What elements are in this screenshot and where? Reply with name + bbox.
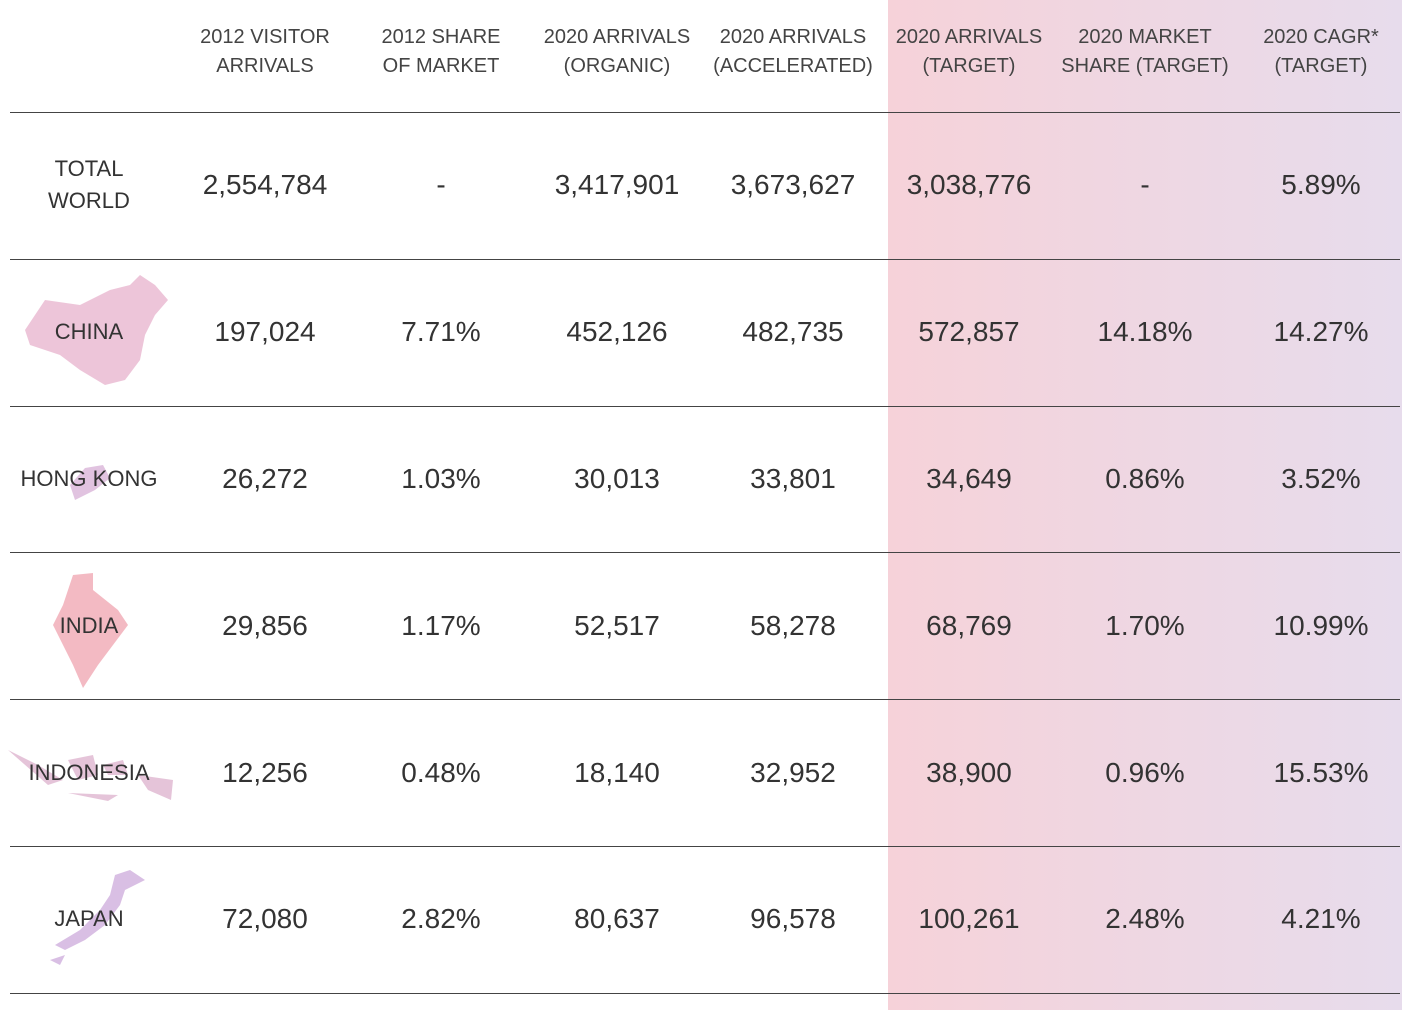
table-cell: 0.96%: [1105, 756, 1185, 788]
table-cell: -: [1140, 169, 1150, 201]
table-cell: 1.70%: [1105, 609, 1185, 641]
table-cell: 452,126: [566, 316, 668, 348]
header-line: 2020 CAGR*: [1263, 26, 1379, 48]
rule: [10, 846, 1400, 847]
header-line: (TARGET): [922, 55, 1016, 77]
label-line: WORLD: [48, 188, 130, 214]
header-line: (ORGANIC): [563, 55, 671, 77]
table-cell: 12,256: [222, 756, 308, 788]
table-cell: 482,735: [742, 316, 844, 348]
row-label: INDONESIA: [1, 757, 177, 789]
table-cell: 3,417,901: [554, 169, 680, 201]
header-line: 2020 ARRIVALS: [895, 26, 1043, 48]
header-line: ARRIVALS: [216, 55, 314, 77]
table-cell: 30,013: [574, 463, 660, 494]
table-cell: -: [436, 169, 446, 201]
table-cell: 38,900: [926, 756, 1012, 788]
header-line: 2020 MARKET: [1078, 26, 1212, 48]
table-cell: 18,140: [574, 756, 660, 788]
table-cell: 0.86%: [1105, 463, 1185, 494]
label-line: INDONESIA: [28, 759, 150, 785]
row-label: INDIA: [1, 610, 177, 642]
table-cell: 0.48%: [401, 756, 481, 788]
table-cell: 58,278: [750, 609, 836, 641]
header-line: SHARE (TARGET): [1061, 55, 1229, 77]
header-line: 2012 SHARE: [381, 26, 501, 48]
label-line: INDIA: [59, 612, 119, 638]
table-cell: 15.53%: [1273, 756, 1369, 788]
column-header: 2020 ARRIVALS (ORGANIC): [529, 23, 705, 81]
table-cell: 7.71%: [401, 316, 481, 348]
rule: [10, 112, 1400, 113]
table-cell: 34,649: [926, 463, 1012, 494]
table-cell: 2.82%: [401, 903, 481, 935]
table-cell: 5.89%: [1281, 169, 1361, 201]
column-header: 2020 MARKET SHARE (TARGET): [1057, 23, 1233, 81]
table-cell: 14.18%: [1097, 316, 1193, 348]
table-cell: 29,856: [222, 609, 308, 641]
label-line: CHINA: [54, 319, 124, 345]
table-cell: 96,578: [750, 903, 836, 935]
table-cell: 72,080: [222, 903, 308, 935]
table-cell: 3,038,776: [906, 169, 1032, 201]
column-header: 2020 ARRIVALS (TARGET): [881, 23, 1057, 81]
header-line: 2020 ARRIVALS: [543, 26, 691, 48]
header-line: (TARGET): [1274, 55, 1368, 77]
japan-map: [50, 870, 145, 965]
column-header: 2020 CAGR* (TARGET): [1233, 23, 1402, 81]
rule: [10, 259, 1400, 260]
rule: [10, 699, 1400, 700]
header-line: 2020 ARRIVALS: [719, 26, 867, 48]
indonesia-map: [8, 750, 173, 801]
label-line: TOTAL: [54, 156, 124, 182]
row-label: HONG KONG: [1, 463, 177, 495]
row-label: CHINA: [1, 316, 177, 348]
table-cell: 14.27%: [1273, 316, 1369, 348]
column-header: 2012 VISITOR ARRIVALS: [177, 23, 353, 81]
table-cell: 32,952: [750, 756, 836, 788]
table-cell: 100,261: [918, 903, 1020, 935]
table-cell: 2.48%: [1105, 903, 1185, 935]
target-highlight: [888, 0, 1402, 1010]
table-cell: 33,801: [750, 463, 836, 494]
table-cell: 52,517: [574, 609, 660, 641]
table-cell: 3,673,627: [730, 169, 856, 201]
table-cell: 1.03%: [401, 463, 481, 494]
rule: [10, 993, 1400, 994]
table-cell: 1.17%: [401, 609, 481, 641]
table-cell: 68,769: [926, 609, 1012, 641]
header-line: 2012 VISITOR: [200, 26, 330, 48]
column-header: 2012 SHARE OF MARKET: [353, 23, 529, 81]
table-cell: 10.99%: [1273, 609, 1369, 641]
header-line: (ACCELERATED): [713, 55, 873, 77]
table-cell: 26,272: [222, 463, 308, 494]
rule: [10, 406, 1400, 407]
rule: [10, 552, 1400, 553]
table-cell: 197,024: [214, 316, 316, 348]
label-line: HONG KONG: [20, 466, 158, 491]
column-header: 2020 ARRIVALS (ACCELERATED): [705, 23, 881, 81]
india-map: [53, 573, 128, 688]
header-line: OF MARKET: [382, 55, 500, 77]
table-cell: 572,857: [918, 316, 1020, 348]
table-cell: 80,637: [574, 903, 660, 935]
row-label: TOTAL WORLD: [1, 153, 177, 217]
table-cell: 4.21%: [1281, 903, 1361, 935]
label-line: JAPAN: [54, 906, 124, 932]
table-cell: 3.52%: [1281, 463, 1361, 494]
hong-kong-map: [70, 465, 110, 500]
china-map: [25, 275, 168, 385]
row-label: JAPAN: [1, 903, 177, 935]
table-cell: 2,554,784: [202, 169, 328, 201]
